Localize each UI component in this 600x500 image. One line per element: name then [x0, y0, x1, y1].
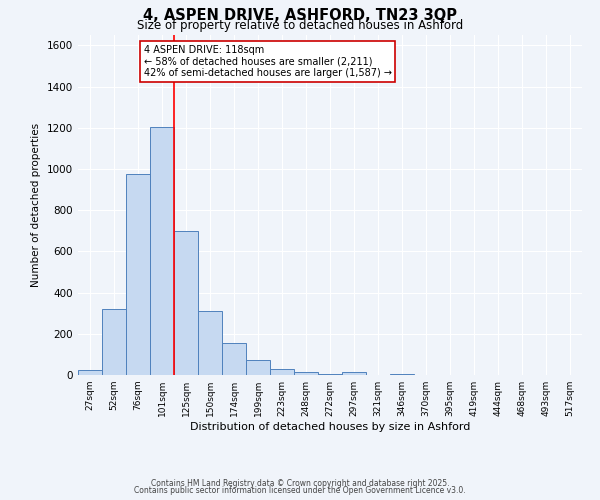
Text: 4, ASPEN DRIVE, ASHFORD, TN23 3QP: 4, ASPEN DRIVE, ASHFORD, TN23 3QP	[143, 8, 457, 22]
Bar	[390, 374, 414, 375]
Bar	[270, 369, 294, 375]
Bar	[150, 126, 174, 375]
Text: 4 ASPEN DRIVE: 118sqm
← 58% of detached houses are smaller (2,211)
42% of semi-d: 4 ASPEN DRIVE: 118sqm ← 58% of detached …	[143, 45, 392, 78]
Bar	[222, 343, 246, 375]
Bar	[246, 360, 270, 375]
X-axis label: Distribution of detached houses by size in Ashford: Distribution of detached houses by size …	[190, 422, 470, 432]
Bar	[342, 372, 366, 375]
Text: Size of property relative to detached houses in Ashford: Size of property relative to detached ho…	[137, 18, 463, 32]
Bar	[294, 372, 318, 375]
Text: Contains HM Land Registry data © Crown copyright and database right 2025.: Contains HM Land Registry data © Crown c…	[151, 478, 449, 488]
Text: Contains public sector information licensed under the Open Government Licence v3: Contains public sector information licen…	[134, 486, 466, 495]
Bar	[174, 231, 198, 375]
Bar	[198, 311, 222, 375]
Bar	[126, 174, 150, 375]
Bar	[102, 309, 126, 375]
Y-axis label: Number of detached properties: Number of detached properties	[31, 123, 41, 287]
Bar	[318, 374, 342, 375]
Bar	[78, 370, 102, 375]
